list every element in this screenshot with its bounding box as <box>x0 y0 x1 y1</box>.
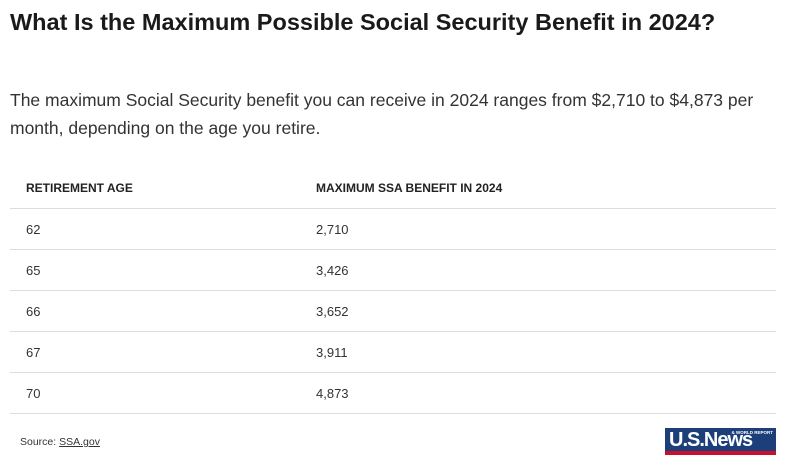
age-cell: 62 <box>10 208 300 250</box>
age-cell: 67 <box>10 331 300 373</box>
benefit-cell: 2,710 <box>300 208 776 250</box>
header-row: RETIREMENT AGE MAXIMUM SSA BENEFIT IN 20… <box>10 167 776 209</box>
age-cell: 66 <box>10 290 300 332</box>
logo: U.S.News & WORLD REPORT <box>665 428 776 455</box>
benefit-cell: 4,873 <box>300 372 776 414</box>
logo-subtext: & WORLD REPORT <box>731 430 774 435</box>
intro: The maximum Social Security benefit you … <box>10 90 754 138</box>
table-head: RETIREMENT AGE MAXIMUM SSA BENEFIT IN 20… <box>10 167 776 209</box>
table-row: 65 3,426 <box>10 249 776 291</box>
source-label: Source: <box>20 436 57 448</box>
table-row: 67 3,911 <box>10 331 776 373</box>
column-header: RETIREMENT AGE <box>10 167 300 209</box>
table-body: 62 2,710 65 3,426 66 3,652 67 3,911 70 4,873 <box>10 208 776 414</box>
title: What Is the Maximum Possible Social Secu… <box>10 9 716 35</box>
benefit-cell: 3,911 <box>300 331 776 373</box>
table-row: 70 4,873 <box>10 372 776 414</box>
benefit-table: RETIREMENT AGE MAXIMUM SSA BENEFIT IN 20… <box>10 167 776 414</box>
age-cell: 65 <box>10 249 300 291</box>
logo-text: U.S.News <box>669 429 753 451</box>
source: Source: SSA.gov <box>20 436 100 448</box>
table-row: 62 2,710 <box>10 208 776 250</box>
benefit-cell: 3,652 <box>300 290 776 332</box>
column-header: MAXIMUM SSA BENEFIT IN 2024 <box>300 167 776 209</box>
benefit-cell: 3,426 <box>300 249 776 291</box>
age-cell: 70 <box>10 372 300 414</box>
table-row: 66 3,652 <box>10 290 776 332</box>
source-link[interactable]: SSA.gov <box>59 436 100 448</box>
